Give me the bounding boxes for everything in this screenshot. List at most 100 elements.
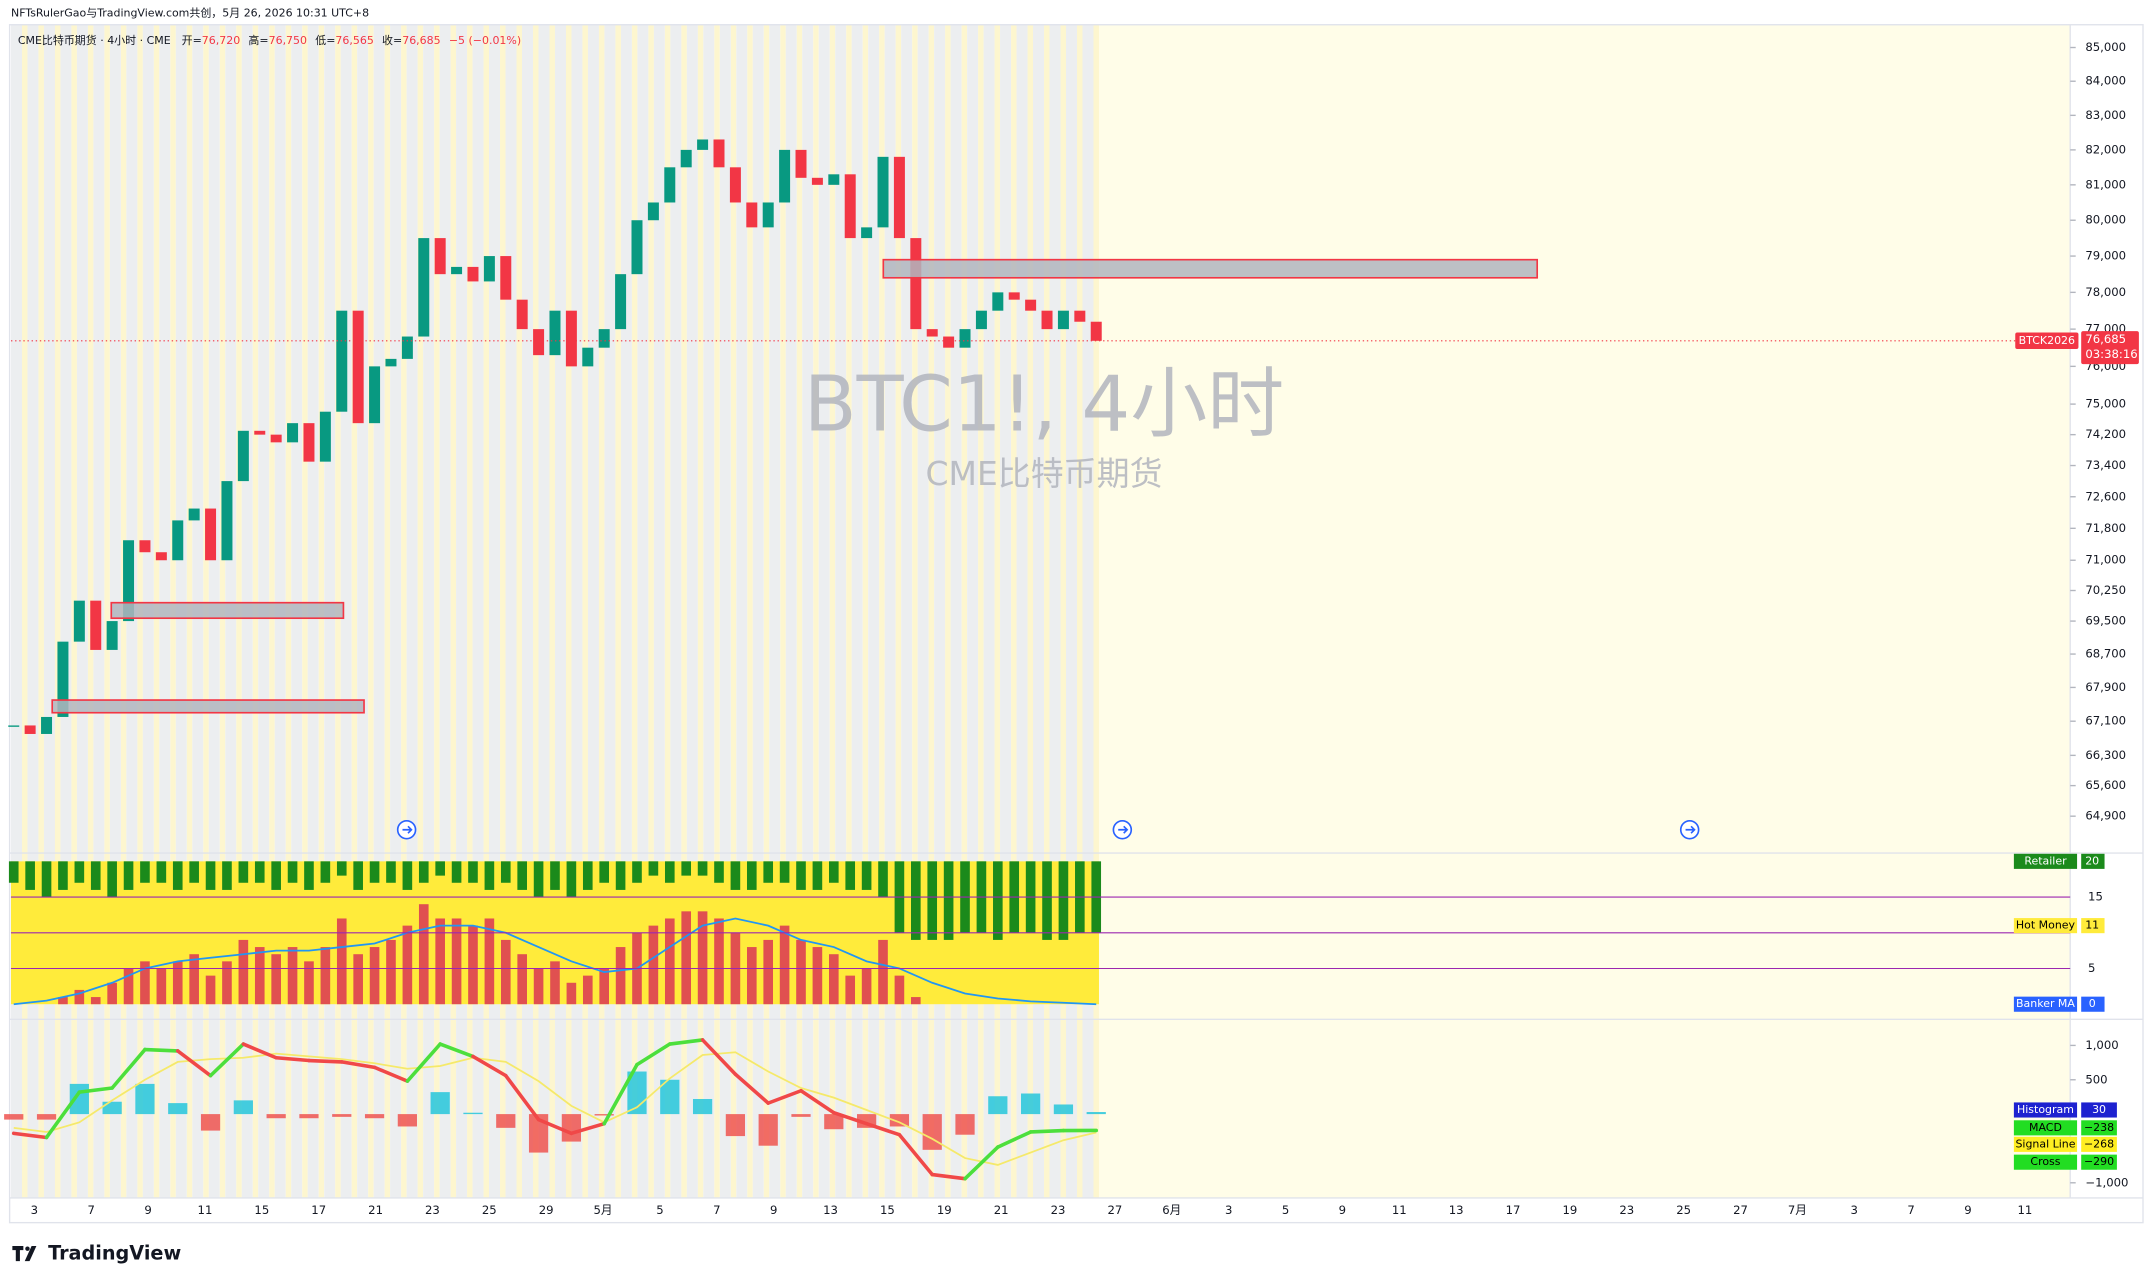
stripe-gray — [522, 24, 534, 1198]
replay-icon[interactable] — [396, 819, 417, 840]
x-tick-label: 5月 — [594, 1203, 613, 1217]
macd-segment — [372, 1065, 410, 1083]
y-tick-label: 66,300 — [2085, 748, 2126, 762]
retailer-bar — [845, 861, 856, 890]
macd-segment — [569, 1121, 606, 1136]
macd-segment — [208, 1042, 246, 1078]
banker-bar — [533, 968, 544, 1005]
macd-segment — [963, 1145, 1000, 1181]
stripe-yellow — [846, 24, 852, 1198]
retailer-bar — [320, 861, 331, 883]
retailer-bar — [189, 861, 199, 883]
x-tick-label: 25 — [482, 1203, 497, 1217]
banker-bar — [550, 961, 560, 1005]
price-tag-value: 76,685 — [2085, 332, 2126, 346]
stripe-gray — [357, 24, 369, 1198]
replay-icon[interactable] — [1112, 819, 1133, 840]
banker-bar — [714, 918, 724, 1005]
credit: NFTsRulerGao与TradingView.com共创，5月 26, 20… — [11, 7, 369, 20]
stripe-yellow — [368, 24, 374, 1198]
stripe-yellow — [483, 24, 490, 1198]
histogram-bar — [299, 1114, 319, 1119]
stripe-gray — [538, 24, 550, 1198]
histogram-bar — [364, 1114, 385, 1119]
stripe-yellow — [681, 24, 687, 1198]
stripe-gray — [868, 24, 880, 1198]
macd-segment — [77, 1086, 114, 1094]
banker-bar — [254, 947, 265, 1005]
stripe-gray — [983, 24, 995, 1198]
price-tag — [2081, 331, 2139, 365]
candle — [385, 358, 397, 367]
stripe-gray — [620, 24, 632, 1198]
retailer-bar — [697, 861, 708, 876]
banker-bar — [681, 911, 692, 1005]
zone — [51, 699, 365, 714]
stripe-gray — [653, 24, 665, 1198]
stripe-yellow — [615, 24, 621, 1198]
candle — [861, 227, 873, 239]
banker-bar — [222, 961, 232, 1005]
stripe-gray — [373, 24, 385, 1198]
x-tick-label: 3 — [1851, 1203, 1858, 1217]
retailer-bar — [582, 861, 593, 890]
stripe-gray — [439, 24, 451, 1198]
stripe-gray — [950, 24, 962, 1198]
histogram-bar — [561, 1114, 582, 1142]
banker-bar — [894, 975, 905, 1005]
x-tick-label: 23 — [1051, 1203, 1066, 1217]
stripe-gray — [1016, 24, 1028, 1198]
y-tick-label: 78,000 — [2085, 285, 2126, 299]
logo-text[interactable]: TradingView — [48, 1242, 181, 1265]
macd-segment — [700, 1038, 738, 1077]
y-tick-label: 79,000 — [2085, 249, 2126, 263]
banker-ma-line — [13, 917, 1097, 1006]
retailer-bar — [402, 861, 413, 890]
replay-icon[interactable] — [1679, 819, 1700, 840]
stripe-yellow — [730, 24, 737, 1198]
retailer-bar — [1042, 861, 1052, 940]
candle — [123, 540, 135, 622]
tag-value: 11 — [2085, 919, 2099, 932]
retailer-bar — [943, 861, 954, 940]
retailer-bar — [599, 861, 609, 883]
x-tick-label: 6月 — [1162, 1203, 1181, 1217]
x-tick-label: 29 — [539, 1203, 554, 1217]
candle — [598, 329, 610, 348]
stripe-yellow — [1044, 24, 1050, 1198]
tag-label: Cross — [2030, 1155, 2060, 1168]
candle — [303, 423, 315, 462]
x-tick-label: 13 — [823, 1203, 838, 1217]
histogram-bar — [824, 1114, 844, 1130]
macd-segment — [274, 1055, 311, 1063]
retailer-bar — [468, 861, 478, 883]
retailer-bar — [566, 861, 577, 898]
retailer-bar — [632, 861, 642, 883]
candle — [565, 310, 577, 367]
histogram-bar — [988, 1096, 1008, 1115]
retailer-bar — [746, 861, 757, 890]
banker-bar — [599, 968, 609, 1005]
macd-segment — [438, 1042, 475, 1059]
tradingview-logo[interactable]: TradingView — [12, 1242, 181, 1265]
ohlc-label: 高= — [248, 33, 268, 47]
y-tick-label: 72,600 — [2085, 489, 2126, 503]
stripe-gray — [884, 24, 896, 1198]
tag-label-box — [2013, 853, 2078, 869]
candle — [352, 310, 364, 424]
retailer-bar — [123, 861, 134, 890]
tag-value-box — [2081, 1102, 2117, 1118]
y-tick-label: 70,250 — [2085, 583, 2126, 597]
retailer-bar — [648, 861, 659, 876]
retailer-bar — [107, 861, 117, 898]
histogram-bar — [528, 1114, 549, 1153]
change: −5 (−0.01%) — [449, 34, 521, 47]
banker-bar — [484, 918, 495, 1005]
y-tick-label: 71,000 — [2085, 553, 2126, 567]
candle — [188, 508, 200, 521]
macd-segment — [897, 1132, 935, 1177]
y-tick-label: 74,200 — [2085, 427, 2126, 441]
retailer-bar — [1058, 861, 1069, 940]
